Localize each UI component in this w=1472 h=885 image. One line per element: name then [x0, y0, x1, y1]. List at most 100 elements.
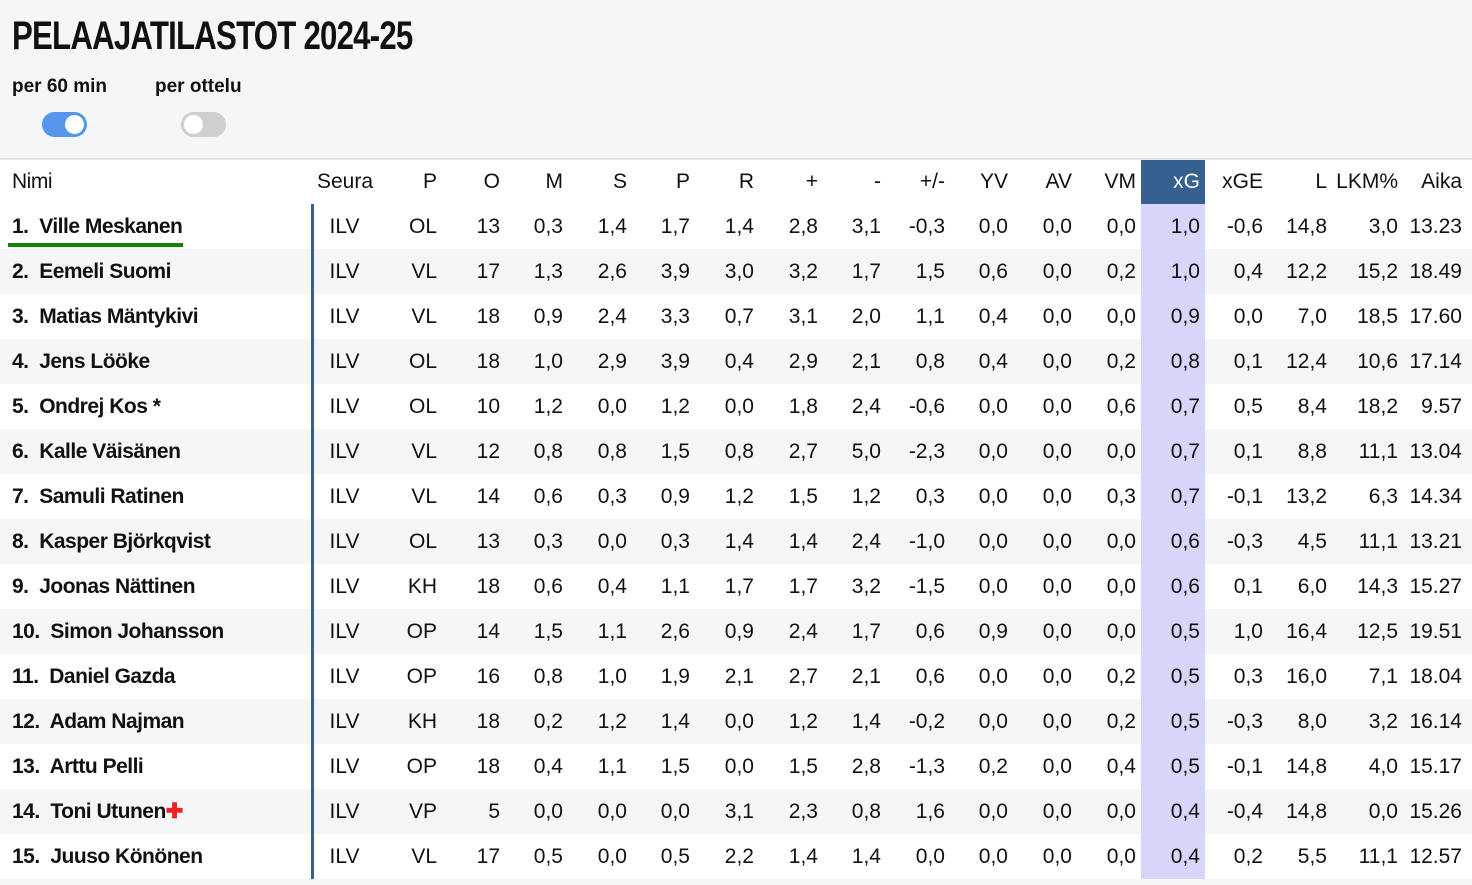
table-row[interactable]: 3. Matias Mäntykivi ILV VL 18 0,9 2,4 3,3 0,7 3,…	[0, 294, 1472, 339]
cell-yv: 0,0	[978, 214, 1008, 238]
cell-l: 16,0	[1286, 664, 1327, 688]
column-header[interactable]: LKM%	[1336, 170, 1398, 193]
cell-yv: 0,0	[978, 574, 1008, 598]
cell-s: 1,0	[597, 664, 627, 688]
player-name-cell[interactable]: 15. Juuso Könönen	[0, 834, 314, 879]
cell-xxx: -0,3	[908, 214, 945, 238]
table-row[interactable]: 1. Ville Meskanen ILV OL 13 0,3 1,4 1,7 1,4 2,8 3…	[0, 204, 1472, 249]
cell-r: 1,4	[724, 214, 754, 238]
cell-x: 1,5	[788, 754, 818, 778]
player-name[interactable]: Juuso Könönen	[50, 844, 203, 868]
table-row[interactable]: 10. Simon Johansson ILV OP 14 1,5 1,1 2,6 0,9 2,…	[0, 609, 1472, 654]
table-row[interactable]: 12. Adam Najman ILV KH 18 0,2 1,2 1,4 0,0 1,2 1,4…	[0, 699, 1472, 744]
cell-yv: 0,0	[949, 699, 1012, 744]
cell-o: 18	[440, 699, 504, 744]
column-header[interactable]: +/-	[919, 170, 945, 193]
player-name-cell[interactable]: 13. Arttu Pelli	[0, 744, 314, 789]
player-name[interactable]: Adam Najman	[49, 709, 185, 733]
cell-s: 2,6	[567, 249, 631, 294]
toggle-switch-off[interactable]	[181, 112, 226, 137]
table-row[interactable]: 15. Juuso Könönen ILV VL 17 0,5 0,0 0,5 2,2 1,4 1…	[0, 834, 1472, 879]
column-header[interactable]: AV	[1045, 170, 1072, 193]
column-header[interactable]: O	[483, 170, 500, 193]
toggle-per-60[interactable]: per 60 min	[12, 76, 107, 137]
cell-xge: 0,4	[1205, 249, 1268, 294]
cell-seura: ILV	[329, 664, 360, 688]
cell-x: 1,4	[851, 844, 881, 868]
toggle-switch-on[interactable]	[42, 112, 87, 137]
player-name-cell[interactable]: 8. Kasper Björkqvist	[0, 519, 314, 564]
table-row[interactable]: 14. Toni Utunen✚ ILV VP 5 0,0 0,0 0,0 3,1 2,3 0,8…	[0, 789, 1472, 834]
player-name[interactable]: Kalle Väisänen	[39, 439, 181, 463]
player-name-cell[interactable]: 14. Toni Utunen✚	[0, 789, 314, 834]
cell-o: 18	[476, 754, 500, 778]
column-header[interactable]: +	[805, 170, 818, 193]
player-name-cell[interactable]: 11. Daniel Gazda	[0, 654, 314, 699]
cell-xg: 1,0	[1141, 204, 1205, 249]
cell-o: 13	[476, 214, 500, 238]
column-header[interactable]: VM	[1104, 170, 1137, 193]
cell-xge: -0,3	[1205, 699, 1268, 744]
cell-p: 3,9	[631, 339, 694, 384]
player-name[interactable]: Ondrej Kos *	[39, 394, 161, 418]
table-row[interactable]: 9. Joonas Nättinen ILV KH 18 0,6 0,4 1,1 1,7 1,7…	[0, 564, 1472, 609]
table-row[interactable]: 7. Samuli Ratinen ILV VL 14 0,6 0,3 0,9 1,2 1,5 1…	[0, 474, 1472, 519]
toggle-per-ottelu[interactable]: per ottelu	[155, 76, 242, 137]
column-header[interactable]: Seura	[317, 170, 374, 193]
cell-lkmx: 15,2	[1331, 249, 1402, 294]
player-name-cell[interactable]: 4. Jens Lööke	[0, 339, 314, 384]
cell-l: 8,8	[1268, 429, 1331, 474]
table-row[interactable]: 8. Kasper Björkqvist ILV OL 13 0,3 0,0 0,3 1,4 1…	[0, 519, 1472, 564]
player-name-cell[interactable]: 9. Joonas Nättinen	[0, 564, 314, 609]
player-name[interactable]: Eemeli Suomi	[39, 259, 171, 283]
player-name[interactable]: Arttu Pelli	[49, 754, 144, 778]
column-header[interactable]: -	[874, 170, 881, 193]
player-name-cell[interactable]: 3. Matias Mäntykivi	[0, 294, 314, 339]
column-header[interactable]: P	[422, 170, 437, 193]
player-name[interactable]: Jens Lööke	[39, 349, 150, 373]
cell-xge: 0,1	[1205, 429, 1268, 474]
column-header[interactable]: YV	[979, 170, 1008, 193]
column-header[interactable]: R	[738, 170, 754, 193]
column-header[interactable]: Nimi	[12, 170, 53, 193]
cell-x: 5,0	[822, 429, 885, 474]
table-row[interactable]: 6. Kalle Väisänen ILV VL 12 0,8 0,8 1,5 0,8 2,7 5…	[0, 429, 1472, 474]
cell-vm: 0,0	[1076, 519, 1141, 564]
rank: 5.	[12, 394, 29, 418]
player-name[interactable]: Joonas Nättinen	[39, 574, 196, 598]
player-name[interactable]: Simon Johansson	[50, 619, 224, 643]
cell-xg: 0,4	[1141, 789, 1205, 834]
cell-aika: 18.49	[1402, 249, 1472, 294]
cell-r: 0,0	[724, 394, 754, 418]
cell-seura: ILV	[329, 754, 360, 778]
player-name-cell[interactable]: 12. Adam Najman	[0, 699, 314, 744]
table-row[interactable]: 2. Eemeli Suomi ILV VL 17 1,3 2,6 3,9 3,0 3,2 1,7…	[0, 249, 1472, 294]
player-name-cell[interactable]: 6. Kalle Väisänen	[0, 429, 314, 474]
player-name-cell[interactable]: 2. Eemeli Suomi	[0, 249, 314, 294]
page-title: PELAAJATILASTOT 2024-25	[12, 14, 413, 58]
table-row[interactable]: 5. Ondrej Kos * ILV OL 10 1,2 0,0 1,2 0,0 1,8 2,4…	[0, 384, 1472, 429]
column-header[interactable]: L	[1315, 170, 1327, 193]
table-row[interactable]: 11. Daniel Gazda ILV OP 16 0,8 1,0 1,9 2,1 2,7 2,…	[0, 654, 1472, 699]
player-name-cell[interactable]: 10. Simon Johansson	[0, 609, 314, 654]
column-header[interactable]: Aika	[1421, 170, 1462, 193]
player-name[interactable]: Samuli Ratinen	[39, 484, 184, 508]
cell-p: 1,9	[660, 664, 690, 688]
player-name[interactable]: Daniel Gazda	[49, 664, 176, 688]
column-header[interactable]: xG	[1141, 160, 1205, 204]
cell-x: 0,8	[822, 789, 885, 834]
player-name[interactable]: Toni Utunen	[50, 800, 166, 823]
player-name-cell[interactable]: 5. Ondrej Kos *	[0, 384, 314, 429]
player-name[interactable]: Kasper Björkqvist	[39, 529, 211, 553]
column-header[interactable]: P	[675, 170, 690, 193]
column-header[interactable]: M	[545, 170, 564, 193]
table-row[interactable]: 4. Jens Lööke ILV OL 18 1,0 2,9 3,9 0,4 2,9 2,1 0,…	[0, 339, 1472, 384]
player-name[interactable]: Ville Meskanen	[39, 214, 183, 238]
player-name[interactable]: Matias Mäntykivi	[39, 304, 199, 328]
column-header[interactable]: xGE	[1222, 170, 1263, 193]
cell-o: 10	[476, 394, 500, 418]
column-header[interactable]: S	[612, 170, 627, 193]
player-name-cell[interactable]: 7. Samuli Ratinen	[0, 474, 314, 519]
player-name-cell[interactable]: 1. Ville Meskanen	[0, 204, 314, 249]
table-row[interactable]: 13. Arttu Pelli ILV OP 18 0,4 1,1 1,5 0,0 1,5 2,8…	[0, 744, 1472, 789]
